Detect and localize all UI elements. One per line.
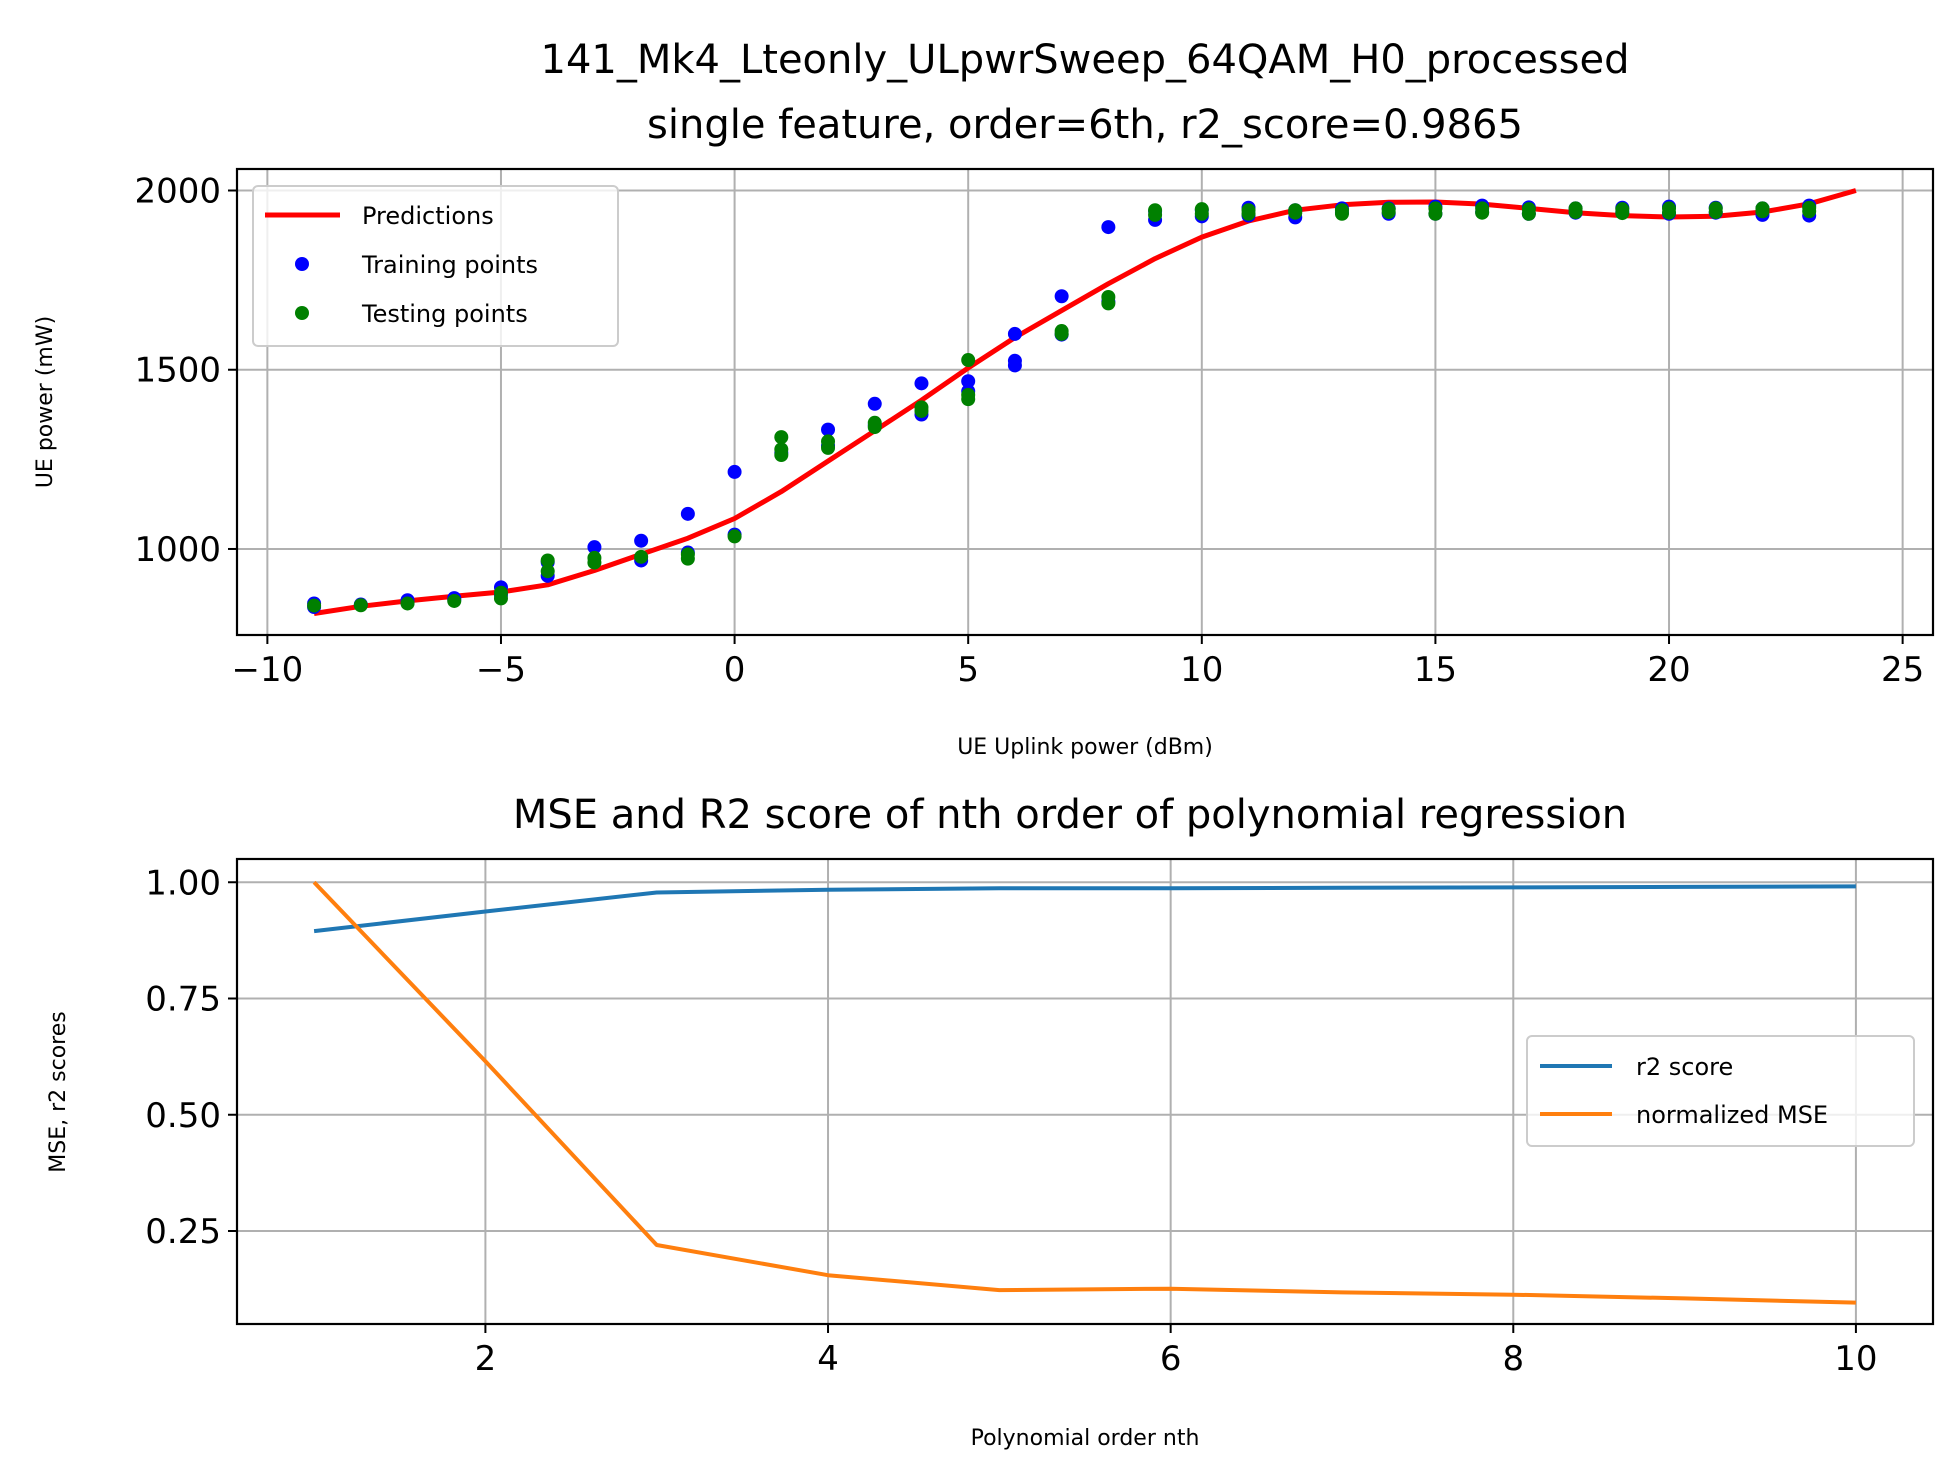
c0-xtick-label: 10 xyxy=(1180,650,1223,690)
legend-testing-marker xyxy=(295,306,309,320)
bottom-chart-ylabel: MSE, r2 scores xyxy=(46,1011,71,1172)
c0-xtick-label: 25 xyxy=(1881,650,1924,690)
training-point xyxy=(1007,353,1022,368)
c0-xtick-label: 5 xyxy=(957,650,979,690)
training-point xyxy=(867,396,882,411)
testing-point xyxy=(540,553,555,568)
bottom-chart-legend: r2 score normalized MSE xyxy=(1526,1035,1915,1147)
c0-xtick-label: 0 xyxy=(724,650,746,690)
top-chart-ticks: −10 −5 0 5 10 15 20 25 1000 1500 2000 xyxy=(134,172,1924,690)
c1-xtick-label: 10 xyxy=(1834,1339,1877,1379)
testing-point xyxy=(821,434,836,449)
top-chart-frame xyxy=(235,167,1935,637)
testing-point xyxy=(447,593,462,608)
testing-point xyxy=(1101,289,1116,304)
testing-point xyxy=(1194,202,1209,217)
r2-score-line xyxy=(313,884,1856,934)
testing-point xyxy=(1428,201,1443,216)
testing-point xyxy=(774,430,789,445)
legend-training-marker xyxy=(295,257,309,271)
c1-ytick-label: 0.50 xyxy=(145,1096,221,1136)
testing-point xyxy=(680,547,695,562)
c1-ytick-label: 0.75 xyxy=(145,980,221,1020)
top-chart-ylabel: UE power (mW) xyxy=(33,316,58,488)
legend-testing-label: Testing points xyxy=(361,300,528,328)
normalized-mse-line xyxy=(312,880,1856,1305)
testing-point xyxy=(540,564,555,579)
top-chart-legend: Predictions Training points Testing poin… xyxy=(252,185,619,347)
testing-point xyxy=(867,415,882,430)
testing-point xyxy=(493,585,508,600)
training-point xyxy=(680,506,695,521)
bottom-chart: MSE and R2 score of nth order of polynom… xyxy=(46,792,1935,1451)
training-point xyxy=(1101,220,1116,235)
c0-xtick-label: −5 xyxy=(476,650,526,690)
bottom-chart-plot-area xyxy=(312,880,1856,1305)
bottom-chart-ticks: 2 4 6 8 10 0.25 0.50 0.75 1.00 xyxy=(145,863,1877,1379)
bottom-chart-legend-box xyxy=(1526,1035,1915,1147)
testing-point xyxy=(1381,202,1396,217)
top-chart-legend-box xyxy=(252,185,619,347)
testing-point xyxy=(587,550,602,565)
c0-ytick-label: 2000 xyxy=(134,172,221,212)
testing-point xyxy=(774,442,789,457)
testing-point xyxy=(1708,201,1723,216)
testing-point xyxy=(1755,201,1770,216)
top-chart-xlabel: UE Uplink power (dBm) xyxy=(957,735,1213,760)
testing-point xyxy=(961,353,976,368)
training-point xyxy=(1054,289,1069,304)
c1-ytick-label: 1.00 xyxy=(145,863,221,903)
bottom-chart-frame xyxy=(235,857,1935,1326)
testing-point xyxy=(1521,202,1536,217)
testing-point xyxy=(1148,203,1163,218)
legend-predictions-label: Predictions xyxy=(362,202,494,230)
top-chart-title: 141_Mk4_Lteonly_ULpwrSweep_64QAM_H0_proc… xyxy=(541,37,1630,83)
testing-point xyxy=(1615,202,1630,217)
legend-mse-label: normalized MSE xyxy=(1636,1101,1828,1129)
training-point xyxy=(961,374,976,389)
testing-point xyxy=(961,387,976,402)
testing-point xyxy=(1241,203,1256,218)
testing-point xyxy=(1475,201,1490,216)
c0-xtick-label: 15 xyxy=(1414,650,1457,690)
c1-xtick-label: 6 xyxy=(1160,1339,1182,1379)
testing-point xyxy=(1054,324,1069,339)
testing-point xyxy=(353,598,368,613)
testing-point xyxy=(1662,201,1677,216)
c1-ytick-label: 0.25 xyxy=(145,1212,221,1252)
c1-xtick-label: 2 xyxy=(475,1339,497,1379)
training-point xyxy=(587,540,602,555)
testing-point xyxy=(727,529,742,544)
training-point xyxy=(727,464,742,479)
testing-point xyxy=(1568,201,1583,216)
c0-xtick-label: −10 xyxy=(231,650,303,690)
legend-training-label: Training points xyxy=(361,251,538,279)
predictions-line xyxy=(313,188,1857,616)
testing-point xyxy=(914,400,929,415)
top-chart: 141_Mk4_Lteonly_ULpwrSweep_64QAM_H0_proc… xyxy=(33,37,1935,760)
testing-point xyxy=(1334,203,1349,218)
training-point xyxy=(1007,326,1022,341)
top-chart-subtitle: single feature, order=6th, r2_score=0.98… xyxy=(647,102,1523,148)
legend-r2-label: r2 score xyxy=(1636,1053,1733,1081)
testing-point xyxy=(634,549,649,564)
testing-point xyxy=(1288,203,1303,218)
testing-point xyxy=(1802,200,1817,215)
c0-ytick-label: 1500 xyxy=(134,351,221,391)
top-chart-plot-area xyxy=(307,188,1857,616)
training-point xyxy=(821,422,836,437)
bottom-chart-title: MSE and R2 score of nth order of polynom… xyxy=(513,792,1627,838)
c0-ytick-label: 1000 xyxy=(134,530,221,570)
training-point xyxy=(914,376,929,391)
testing-point xyxy=(307,598,322,613)
c1-xtick-label: 8 xyxy=(1502,1339,1524,1379)
bottom-chart-xlabel: Polynomial order nth xyxy=(971,1426,1200,1451)
c0-xtick-label: 20 xyxy=(1647,650,1690,690)
testing-point xyxy=(400,596,415,611)
c1-xtick-label: 4 xyxy=(817,1339,839,1379)
training-point xyxy=(634,533,649,548)
